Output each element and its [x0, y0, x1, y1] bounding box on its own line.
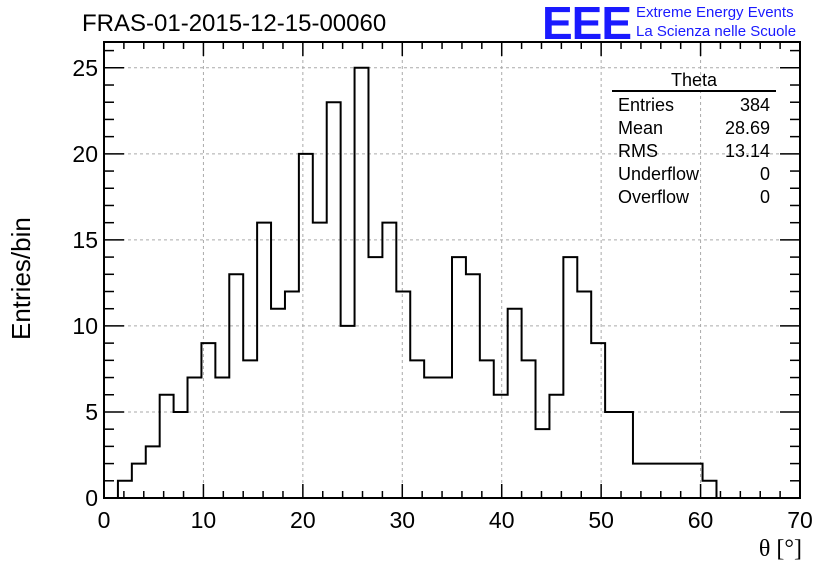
y-tick-label: 5	[85, 399, 98, 425]
stats-row: Underflow 0	[612, 163, 776, 186]
x-tick-label: 50	[588, 507, 614, 533]
y-tick-label: 25	[72, 55, 98, 81]
x-tick-label: 10	[191, 507, 217, 533]
y-tick-label: 10	[72, 313, 98, 339]
stats-label: Overflow	[618, 187, 690, 207]
stats-row: RMS 13.14	[612, 140, 776, 163]
x-tick-label: 40	[489, 507, 515, 533]
stats-box: Theta Entries 384 Mean 28.69 RMS 13.14 Unde…	[612, 70, 776, 209]
x-tick-label: 60	[688, 507, 714, 533]
x-axis-label: θ [°]	[758, 536, 802, 562]
stats-value: 28.69	[724, 118, 770, 138]
chart-title: FRAS-01-2015-12-15-00060	[82, 10, 387, 37]
y-tick-label: 15	[72, 227, 98, 253]
histogram-outline	[116, 66, 718, 498]
stats-histogram-name: Theta	[612, 70, 776, 92]
brand-line-1: Extreme Energy Events	[636, 4, 794, 21]
stats-value: 0	[759, 164, 770, 184]
stats-row: Entries 384	[612, 94, 776, 117]
axis-tick-labels: 0 10 20 30 40 50 60 70 0 5 10 15 20 25	[72, 55, 812, 533]
stats-value: 384	[739, 95, 770, 115]
brand-line-2: La Scienza nelle Scuole	[636, 23, 797, 40]
stats-value: 0	[759, 187, 770, 207]
x-tick-label: 30	[389, 507, 415, 533]
brand-text: Extreme Energy Events La Scienza nelle S…	[636, 3, 796, 41]
x-tick-label: 0	[98, 507, 111, 533]
eee-logo: EEE	[542, 0, 632, 49]
stats-label: Mean	[618, 118, 664, 138]
x-tick-label: 70	[787, 507, 813, 533]
stats-row: Overflow 0	[612, 186, 776, 209]
y-axis-label: Entries/bin	[6, 217, 36, 340]
y-tick-label: 20	[72, 141, 98, 167]
plot-frame	[103, 41, 801, 499]
stats-label: Entries	[618, 95, 675, 115]
x-tick-label: 20	[290, 507, 316, 533]
stats-row: Mean 28.69	[612, 117, 776, 140]
axis-ticks	[103, 42, 801, 499]
stats-label: RMS	[618, 141, 658, 161]
y-tick-label: 0	[85, 485, 98, 511]
stats-label: Underflow	[618, 164, 700, 184]
stats-value: 13.14	[724, 141, 770, 161]
